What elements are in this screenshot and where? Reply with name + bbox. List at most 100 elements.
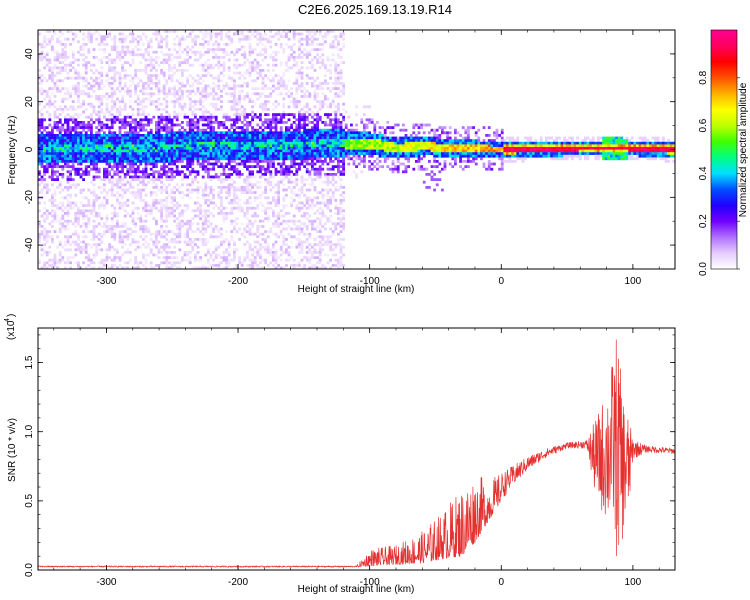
spectrogram-cell: [253, 30, 257, 33]
spectrogram-cell: [165, 61, 169, 64]
spectrogram-cell: [186, 141, 189, 145]
spectrogram-cell: [173, 92, 176, 96]
spectrogram-cell: [38, 201, 41, 205]
spectrogram-cell: [227, 240, 231, 244]
spectrogram-cell: [201, 209, 205, 213]
spectrogram-cell: [131, 157, 135, 161]
spectrogram-cell: [243, 186, 247, 189]
spectrogram-cell: [261, 69, 265, 72]
spectrogram-cell: [191, 139, 195, 142]
spectrogram-cell: [131, 186, 135, 189]
spectrogram-cell: [212, 128, 215, 132]
spectrogram-cell: [217, 186, 221, 189]
spectrogram-cell: [64, 139, 67, 142]
spectrogram-cell: [287, 180, 291, 184]
spectrogram-cell: [292, 97, 296, 101]
spectrogram-cell: [51, 170, 54, 174]
spectrogram-cell: [266, 63, 270, 67]
spectrogram-cell: [196, 89, 200, 93]
spectrogram-cell: [157, 45, 161, 49]
spectrogram-cell: [79, 212, 83, 215]
spectrogram-cell: [142, 227, 145, 231]
spectrogram-cell: [212, 134, 215, 137]
spectrogram-cell: [84, 123, 88, 127]
spectrogram-cell: [97, 32, 101, 36]
spectrogram-cell: [298, 110, 301, 114]
spectrogram-cell: [243, 139, 247, 142]
spectrogram-cell: [79, 76, 83, 80]
spectrogram-cell: [303, 154, 306, 158]
spectrogram-cell: [121, 108, 124, 111]
spectrogram-cell: [64, 87, 67, 90]
spectrogram-cell: [264, 170, 267, 174]
spectrogram-cell: [43, 89, 46, 93]
spectrogram-cell: [90, 128, 93, 132]
spectrogram-cell: [110, 235, 114, 239]
spectrogram-cell: [170, 87, 174, 90]
spectrogram-cell: [256, 206, 260, 210]
spectrogram-cell: [305, 95, 309, 98]
spectrogram-cell: [48, 134, 52, 137]
spectrogram-cell: [308, 30, 312, 33]
spectrogram-cell: [157, 43, 161, 46]
spectrogram-cell: [53, 30, 57, 33]
spectrogram-cell: [235, 50, 239, 54]
spectrogram-cell: [126, 167, 130, 171]
spectrogram-cell: [134, 136, 137, 140]
spectrogram-cell: [191, 50, 195, 54]
spectrogram-cell: [253, 261, 257, 265]
spectrogram-cell: [173, 256, 176, 259]
spectrogram-cell: [48, 165, 52, 168]
spectrogram-cell: [45, 191, 49, 194]
spectrogram-cell: [74, 214, 78, 218]
spectrogram-cell: [129, 50, 132, 54]
spectrogram-cell: [264, 206, 267, 210]
spectrogram-cell: [100, 136, 104, 140]
spectrogram-cell: [196, 82, 200, 85]
spectrogram-cell: [58, 230, 62, 233]
spectrogram-cell: [253, 131, 257, 135]
spectrogram-cell: [194, 144, 197, 148]
spectrogram-cell: [204, 32, 208, 36]
spectrogram-cell: [147, 121, 150, 124]
spectrogram-cell: [170, 266, 174, 269]
spectrogram-cell: [51, 240, 54, 244]
spectrogram-cell: [113, 66, 117, 70]
spectrogram-cell: [147, 245, 150, 249]
spectrogram-cell: [204, 217, 208, 220]
spectrogram-cell: [235, 188, 239, 192]
spectrogram-cell: [233, 144, 236, 148]
spectrogram-cell: [298, 261, 301, 265]
spectrogram-cell: [212, 66, 215, 70]
spectrogram-cell: [248, 30, 252, 33]
spectrogram-cell: [295, 56, 299, 59]
spectrogram-cell: [246, 147, 249, 150]
spectrogram-cell: [66, 258, 70, 262]
spectrogram-cell: [51, 160, 54, 163]
spectrogram-cell: [248, 48, 252, 51]
spectrogram-cell: [251, 157, 254, 161]
spectrogram-cell: [110, 82, 114, 85]
spectrogram-cell: [121, 170, 124, 174]
spectrogram-cell: [118, 264, 122, 267]
spectrogram-cell: [58, 136, 62, 140]
spectrogram-cell: [103, 261, 106, 265]
spectrogram-cell: [287, 58, 291, 62]
spectrogram-cell: [90, 37, 93, 41]
spectrogram-cell: [170, 136, 174, 140]
spectrogram-cell: [256, 266, 260, 269]
spectrogram-cell: [121, 196, 124, 200]
spectrogram-cell: [149, 193, 153, 197]
spectrogram-cell: [170, 131, 174, 135]
spectrogram-cell: [264, 102, 267, 106]
spectrogram-cell: [149, 144, 153, 148]
spectrogram-cell: [160, 113, 163, 116]
spectrogram-cell: [84, 222, 88, 226]
spectrogram-cell: [303, 131, 306, 135]
spectrogram-cell: [126, 139, 130, 142]
spectrogram-cell: [282, 87, 286, 90]
spectrogram-cell: [233, 201, 236, 205]
spectrogram-cell: [183, 136, 187, 140]
spectrogram-cell: [160, 212, 163, 215]
spectrogram-cell: [279, 149, 283, 153]
